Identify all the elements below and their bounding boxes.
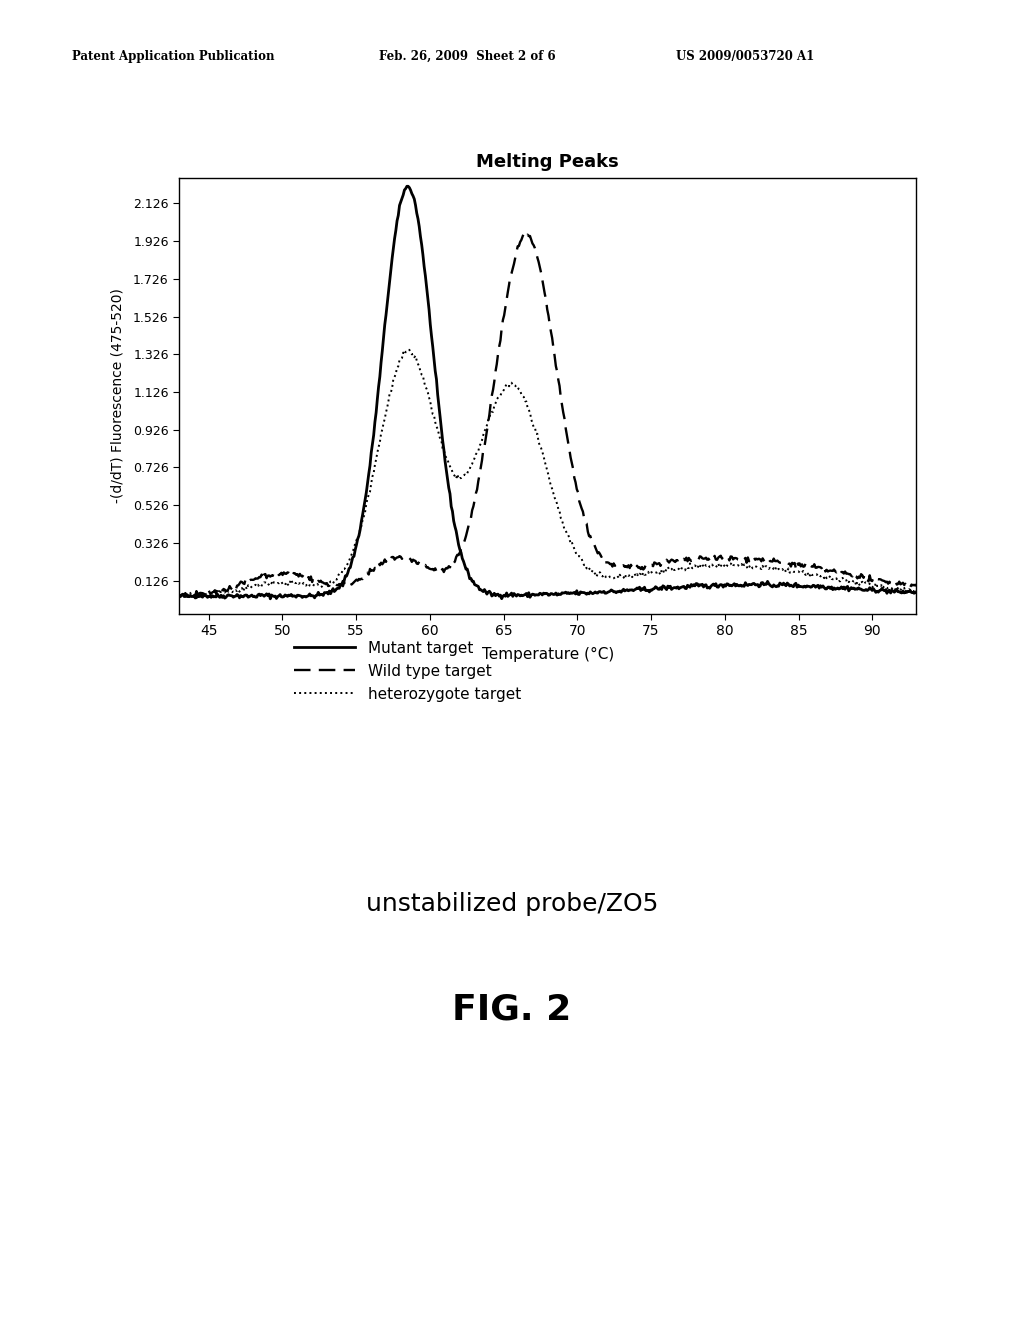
Title: Melting Peaks: Melting Peaks (476, 153, 620, 172)
Legend: Mutant target, Wild type target, heterozygote target: Mutant target, Wild type target, heteroz… (294, 642, 521, 702)
X-axis label: Temperature (°C): Temperature (°C) (481, 647, 614, 661)
Text: Feb. 26, 2009  Sheet 2 of 6: Feb. 26, 2009 Sheet 2 of 6 (379, 50, 555, 63)
Text: US 2009/0053720 A1: US 2009/0053720 A1 (676, 50, 814, 63)
Y-axis label: -(d/dT) Fluorescence (475-520): -(d/dT) Fluorescence (475-520) (111, 289, 125, 503)
Text: Patent Application Publication: Patent Application Publication (72, 50, 274, 63)
Text: FIG. 2: FIG. 2 (453, 993, 571, 1027)
Text: unstabilized probe/ZO5: unstabilized probe/ZO5 (366, 892, 658, 916)
